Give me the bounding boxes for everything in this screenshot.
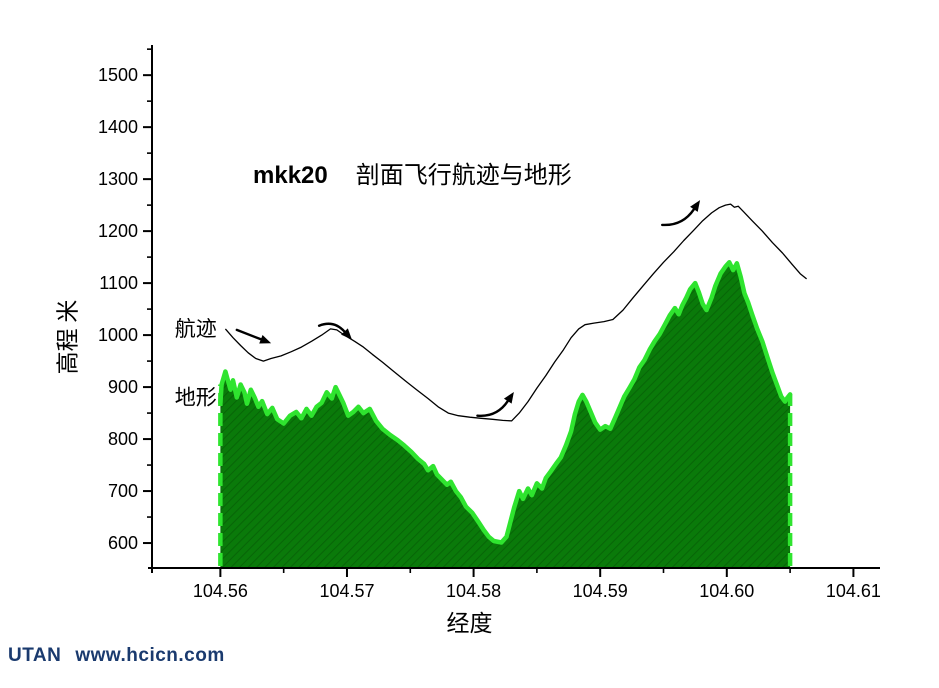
y-tick-label: 600 <box>108 533 138 553</box>
chart-title-prefix: mkk20 <box>253 162 328 189</box>
arrow-shaft <box>317 322 346 333</box>
direction-arrows <box>235 200 701 418</box>
axes: 600 700 800 900 1000 1100 1200 1300 1400 1500 104.… <box>98 45 881 601</box>
x-axis-title: 经度 <box>446 611 493 636</box>
arrow-head <box>503 391 514 404</box>
x-tick-label: 104.57 <box>319 581 374 601</box>
watermark-url: www.hcicn.com <box>75 645 225 666</box>
y-tick-label: 1400 <box>98 117 138 137</box>
x-tick-label: 104.56 <box>193 581 248 601</box>
x-tick-label: 104.58 <box>446 581 501 601</box>
y-tick-label: 1100 <box>99 273 138 293</box>
y-tick-label: 1000 <box>98 325 138 345</box>
chart-title-text: 剖面飞行航迹与地形 <box>355 163 572 189</box>
y-tick-label: 700 <box>108 481 138 501</box>
arrow-head <box>690 200 701 212</box>
watermark-brand: UTAN <box>8 645 62 666</box>
y-tick-label: 1300 <box>98 169 138 189</box>
chart-title: mkk20 剖面飞行航迹与地形 <box>253 155 572 190</box>
terrain-area <box>218 260 793 568</box>
series-label: 航迹 <box>175 317 217 341</box>
terrain-fill <box>220 262 791 568</box>
terrain-edge <box>218 260 793 545</box>
flight-track-line <box>224 203 808 422</box>
arrow-shaft <box>661 208 696 227</box>
y-tick-label: 1500 <box>98 65 138 85</box>
y-tick-label: 900 <box>108 377 138 397</box>
watermark: UTAN www.hcicn.com <box>8 645 225 667</box>
x-tick-label: 104.59 <box>573 581 628 601</box>
y-tick-label: 800 <box>108 429 138 449</box>
series-label: 地形 <box>175 385 217 409</box>
arrow-shaft <box>476 399 509 418</box>
arrow-shaft <box>235 328 263 341</box>
y-tick-label: 1200 <box>98 221 138 241</box>
y-axis-title: 高程 米 <box>55 299 81 375</box>
arrow-head <box>259 334 272 344</box>
flight-track-path <box>224 203 808 422</box>
arrow-head <box>341 328 352 340</box>
x-tick-label: 104.60 <box>699 581 754 601</box>
x-tick-label: 104.61 <box>826 581 881 601</box>
